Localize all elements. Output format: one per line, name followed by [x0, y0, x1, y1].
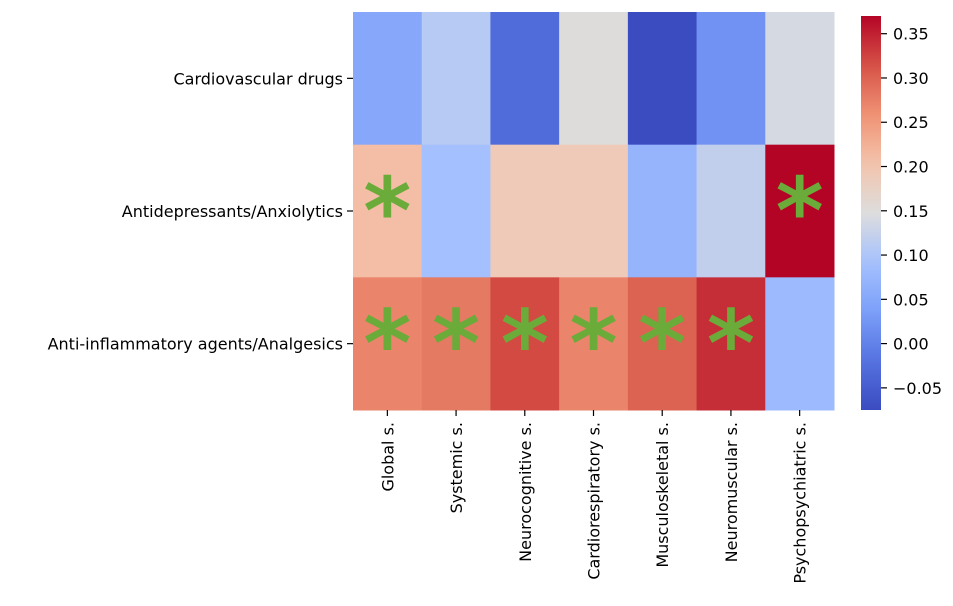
colorbar: −0.05 0.00 0.05 0.10 0.15 0.20 0.25 0.30 0.35	[861, 16, 942, 410]
x-tick-label: Systemic s.	[447, 422, 466, 513]
heatmap-cell	[490, 144, 560, 278]
heatmap-cell	[627, 144, 698, 278]
colorbar-tick-label: 0.10	[893, 246, 929, 265]
y-axis: Cardiovascular drugs Antidepressants/Anxi…	[48, 69, 353, 354]
heatmap-cell	[765, 144, 835, 278]
heatmap-cell	[627, 277, 698, 411]
heatmap-cell	[559, 12, 629, 146]
heatmap-cell	[490, 12, 560, 146]
colorbar-tick-label: 0.00	[893, 335, 929, 354]
heatmap-cell	[559, 144, 629, 278]
significance-marker: *	[707, 291, 755, 398]
y-tick-label: Antidepressants/Anxiolytics	[122, 202, 343, 221]
significance-marker: *	[363, 158, 411, 265]
heatmap-cell	[696, 12, 766, 146]
x-tick-label: Musculoskeletal s.	[653, 422, 672, 568]
significance-marker: *	[432, 291, 480, 398]
x-tick-label: Global s.	[378, 422, 397, 492]
x-tick-label: Neurocognitive s.	[516, 422, 535, 562]
heatmap-cells	[353, 12, 835, 411]
y-tick-label: Cardiovascular drugs	[174, 69, 344, 88]
heatmap-cell	[696, 144, 766, 278]
colorbar-gradient	[861, 16, 881, 410]
significance-marker: *	[638, 291, 686, 398]
significance-marker: *	[569, 291, 617, 398]
heatmap-cell	[421, 12, 491, 146]
heatmap-cell	[353, 144, 423, 278]
heatmap-cell	[765, 277, 835, 411]
x-tick-label: Cardiorespiratory s.	[585, 422, 604, 580]
heatmap-cell	[421, 277, 491, 411]
heatmap-cell	[696, 277, 766, 411]
colorbar-tick-label: 0.30	[893, 69, 929, 88]
significance-marker: *	[501, 291, 549, 398]
x-axis: Global s. Systemic s. Neurocognitive s. Car…	[378, 410, 810, 584]
colorbar-tick-label: 0.05	[893, 290, 929, 309]
heatmap-cell	[353, 277, 423, 411]
heatmap-cell	[627, 12, 698, 146]
heatmap-cell	[353, 12, 423, 146]
colorbar-tick-label: 0.25	[893, 113, 929, 132]
heatmap-cell	[559, 277, 629, 411]
colorbar-tick-label: 0.15	[893, 202, 929, 221]
heatmap-cell	[765, 12, 835, 146]
heatmap-cell	[421, 144, 491, 278]
significance-marker: *	[363, 291, 411, 398]
colorbar-tick-label: 0.20	[893, 158, 929, 177]
x-tick-label: Neuromuscular s.	[722, 422, 741, 562]
colorbar-tick-label: 0.35	[893, 25, 929, 44]
heatmap-cell	[490, 277, 560, 411]
colorbar-tick-label: −0.05	[893, 379, 942, 398]
x-tick-label: Psychopsychiatric s.	[791, 422, 810, 584]
significance-marker: *	[776, 158, 824, 265]
significance-markers: * ** * * * * *	[363, 158, 823, 398]
y-tick-label: Anti-inflammatory agents/Analgesics	[48, 335, 343, 354]
